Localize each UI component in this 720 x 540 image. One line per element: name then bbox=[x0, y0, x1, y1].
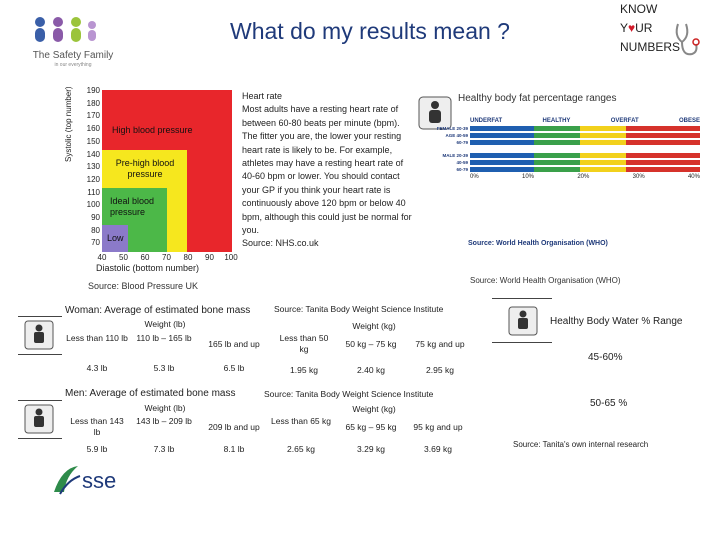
fat-bar-segment bbox=[534, 167, 581, 172]
bp-y-axis-label: Systolic (top number) bbox=[64, 86, 73, 162]
svg-text:sse: sse bbox=[82, 468, 116, 493]
stethoscope-icon bbox=[675, 23, 700, 56]
body-fat-source: Source: World Health Organisation (WHO) bbox=[470, 276, 621, 285]
bp-y-tick: 100 bbox=[86, 200, 100, 210]
heart-icon: ♥ bbox=[628, 21, 636, 35]
zone-low-label: Low bbox=[107, 233, 124, 243]
bp-y-tick: 170 bbox=[86, 111, 100, 121]
zone-high-label: High blood pressure bbox=[112, 125, 193, 135]
fat-bar-segment bbox=[580, 160, 627, 165]
bp-y-tick: 120 bbox=[86, 174, 100, 184]
zone-low bbox=[102, 225, 128, 252]
bp-x-tick: 80 bbox=[183, 253, 193, 262]
men-kg-header: Weight (kg) bbox=[352, 404, 396, 414]
water-drop-person-icon bbox=[508, 306, 538, 336]
fat-row-label: 40-59 bbox=[456, 160, 468, 165]
fat-bar-segment bbox=[534, 160, 581, 165]
men-kg-source: Source: Tanita Body Weight Science Insti… bbox=[264, 389, 434, 399]
bp-y-tick: 160 bbox=[86, 124, 100, 134]
fat-bar-segment bbox=[470, 153, 535, 158]
bp-x-tick: 40 bbox=[97, 253, 107, 262]
fat-header-obese: OBESE bbox=[678, 118, 700, 124]
bp-y-tick: 190 bbox=[86, 86, 100, 95]
bp-y-tick: 90 bbox=[91, 213, 100, 222]
fat-bar-segment bbox=[470, 133, 535, 138]
fat-bar-segment bbox=[470, 167, 535, 172]
bp-y-tick: 150 bbox=[86, 136, 100, 146]
body-fat-source-inner: Source: World Health Organisation (WHO) bbox=[468, 240, 608, 247]
fat-header-overfat: OVERFAT bbox=[610, 118, 639, 124]
bp-plot-area: High blood pressure Pre-high blood press… bbox=[102, 90, 232, 252]
fat-bar-segment bbox=[470, 126, 535, 131]
water-title: Healthy Body Water % Range bbox=[550, 316, 683, 327]
bp-x-tick: 70 bbox=[162, 253, 171, 262]
fat-row-label: MALE 20-39 bbox=[442, 153, 468, 158]
people-icon bbox=[35, 17, 96, 42]
bp-source: Source: Blood Pressure UK bbox=[88, 281, 199, 291]
heart-rate-body: Most adults have a resting heart rate of… bbox=[242, 104, 412, 236]
page-title: What do my results mean ? bbox=[230, 18, 510, 44]
bp-y-tick: 140 bbox=[86, 149, 100, 159]
women-lb-header: Weight (lb) bbox=[144, 319, 186, 329]
bp-x-tick: 100 bbox=[224, 253, 238, 262]
fat-bar-segment bbox=[580, 167, 627, 172]
logo-tagline: in our everything bbox=[54, 62, 92, 68]
person-icon bbox=[24, 404, 54, 434]
water-female-range: 45-60% bbox=[588, 352, 623, 363]
know-numbers-badge: KNOW Y♥UR NUMBERS bbox=[620, 2, 681, 54]
heart-rate-source: Source: NHS.co.uk bbox=[242, 238, 319, 249]
fat-bar-segment bbox=[626, 153, 700, 158]
fat-bar-segment bbox=[580, 126, 627, 131]
bp-y-tick: 130 bbox=[86, 162, 100, 172]
bp-x-tick: 90 bbox=[205, 253, 214, 262]
scale-person-icon bbox=[418, 96, 452, 130]
women-kg-header: Weight (kg) bbox=[352, 321, 396, 331]
women-bone-title: Woman: Average of estimated bone mass bbox=[65, 305, 251, 316]
fat-row-label: 60-79 bbox=[456, 140, 468, 145]
fat-bar-segment bbox=[534, 140, 581, 145]
blood-pressure-chart: Systolic (top number) 190 180 170 160 150 140… bbox=[64, 82, 240, 282]
fat-bar-segment bbox=[534, 153, 581, 158]
bp-x-tick: 50 bbox=[119, 253, 128, 262]
men-bone-title: Men: Average of estimated bone mass bbox=[65, 388, 236, 399]
fat-bar-segment bbox=[580, 153, 627, 158]
water-male-range: 50-65 % bbox=[590, 398, 628, 409]
fat-bar-segment bbox=[626, 167, 700, 172]
fat-bar-segment bbox=[580, 140, 627, 145]
fat-row-label: FEMALE 20-39 bbox=[436, 126, 468, 131]
fat-bar-segment bbox=[534, 126, 581, 131]
fat-bar-segment bbox=[534, 133, 581, 138]
fat-row-label: AGE 40-59 bbox=[445, 133, 468, 138]
bp-x-axis-label: Diastolic (bottom number) bbox=[96, 263, 200, 273]
bp-x-tick: 60 bbox=[140, 253, 150, 262]
fat-bar-segment bbox=[470, 160, 535, 165]
fat-bar-segment bbox=[626, 140, 700, 145]
water-source: Source: Tanita's own internal research bbox=[513, 440, 649, 449]
fat-header-underfat: UNDERFAT bbox=[470, 118, 503, 124]
fat-bar-segment bbox=[580, 133, 627, 138]
heart-rate-heading: Heart rate bbox=[242, 91, 283, 101]
fat-bar-segment bbox=[626, 160, 700, 165]
body-fat-chart: UNDERFAT HEALTHY OVERFAT OBESE FEMALE 20… bbox=[420, 118, 710, 258]
women-kg-source: Source: Tanita Body Weight Science Insti… bbox=[274, 304, 444, 314]
fat-bar-segment bbox=[626, 126, 700, 131]
body-fat-title: Healthy body fat percentage ranges bbox=[458, 93, 617, 104]
bp-y-tick: 180 bbox=[86, 98, 100, 108]
sse-logo: sse bbox=[54, 466, 116, 495]
heart-rate-text: Heart rate Most adults have a resting he… bbox=[242, 90, 412, 251]
zone-prehigh-label: Pre-high blood pressure bbox=[115, 158, 175, 179]
logo-name: The Safety Family bbox=[32, 50, 114, 61]
bp-y-tick: 70 bbox=[91, 238, 100, 248]
bp-y-tick: 80 bbox=[91, 225, 100, 235]
fat-row-label: 60-79 bbox=[456, 167, 468, 172]
fat-bar-segment bbox=[470, 140, 535, 145]
fat-header-healthy: HEALTHY bbox=[542, 118, 571, 124]
zone-ideal-label: Ideal blood pressure bbox=[110, 196, 155, 217]
men-lb-header: Weight (lb) bbox=[144, 403, 186, 413]
bp-y-tick: 110 bbox=[87, 187, 100, 197]
fat-bar-segment bbox=[626, 133, 700, 138]
person-icon bbox=[24, 320, 54, 350]
